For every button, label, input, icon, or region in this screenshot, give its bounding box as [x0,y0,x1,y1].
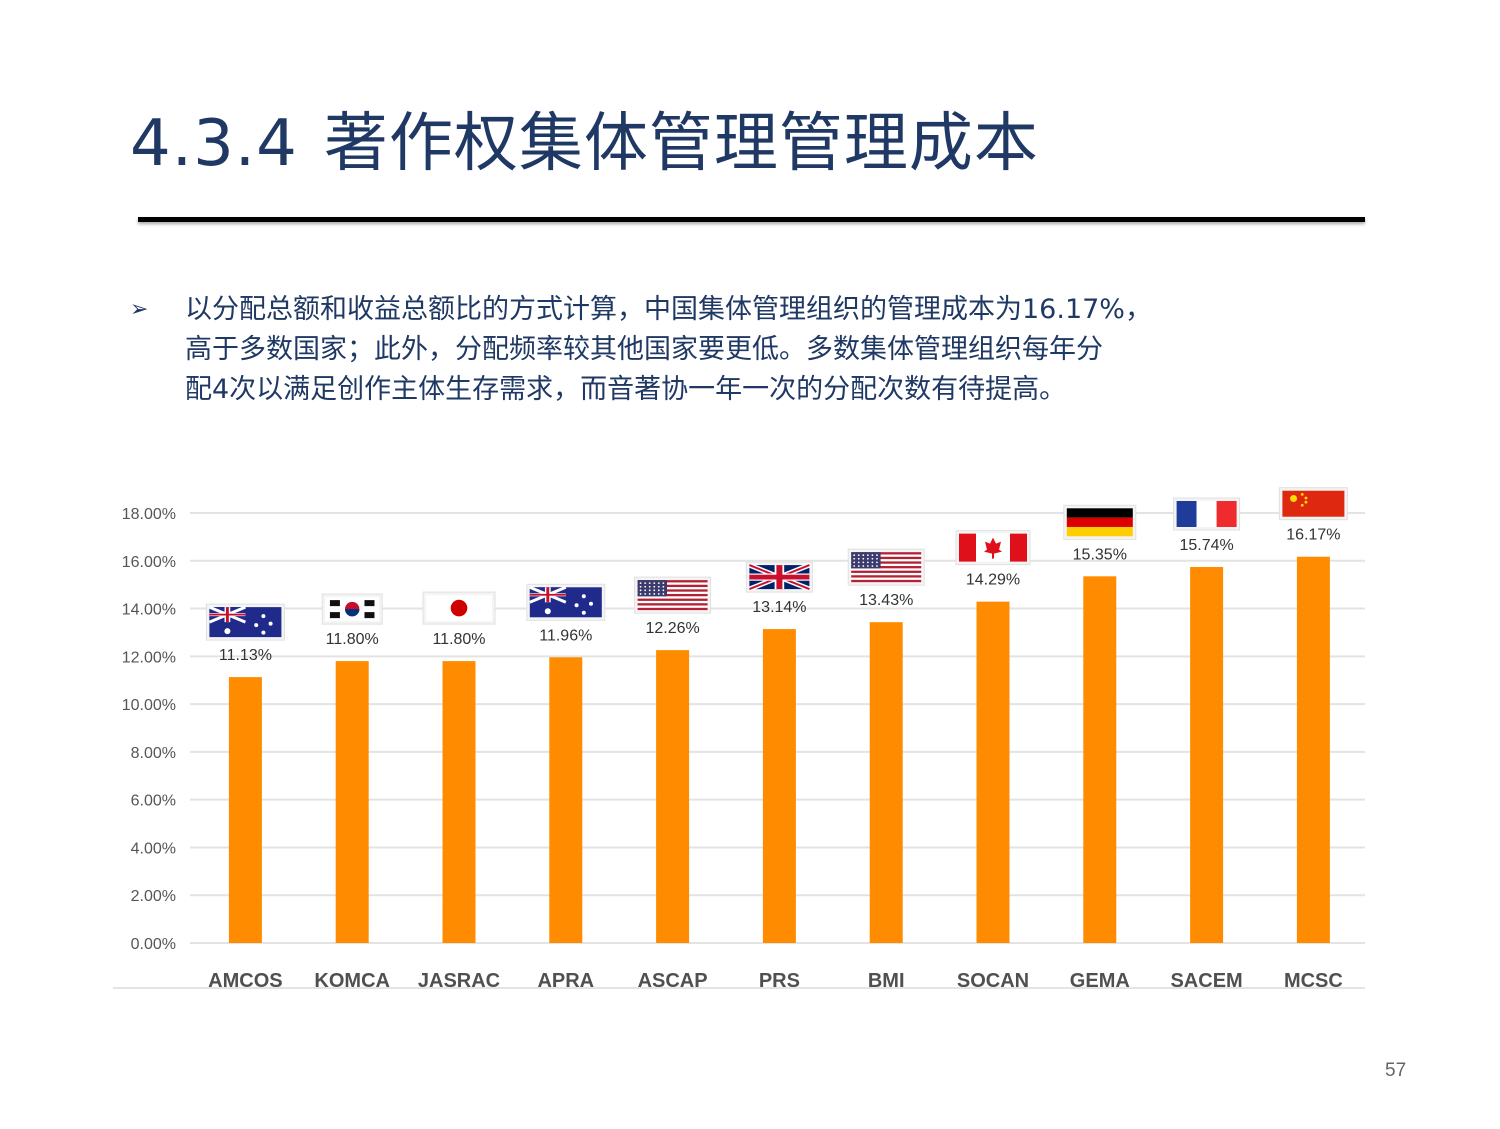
bullet-line: 以分配总额和收益总额比的方式计算，中国集体管理组织的管理成本为16.17%， [185,294,1152,325]
flag-usa-icon [847,548,925,586]
x-tick-label: GEMA [1070,970,1130,992]
bar [762,629,796,943]
title-number: 4.3.4 [130,107,298,181]
y-tick-label: 2.00% [131,888,176,905]
x-tick-label: SACEM [1170,970,1242,992]
title-divider [138,217,1365,222]
x-tick-label: ASCAP [638,970,708,992]
flag-australia-icon [526,583,606,621]
x-tick-label: SOCAN [957,970,1029,992]
x-tick-label: JASRAC [418,970,500,992]
data-label: 13.43% [859,592,913,609]
bullet-line: 配4次以满足创作主体生存需求，而音著协一年一次的分配次数有待提高。 [185,374,1067,405]
data-label: 14.29% [966,572,1020,589]
bar [442,661,476,943]
flag-canada-icon [955,530,1031,566]
flag-uk-icon [745,561,813,593]
data-label: 13.14% [752,599,806,616]
flag-japan-icon [422,591,496,625]
x-tick-label: KOMCA [314,970,390,992]
title-text: 著作权集体管理管理成本 [323,107,1039,181]
y-tick-label: 4.00% [131,840,176,857]
y-tick-label: 8.00% [131,745,176,762]
x-tick-label: MCSC [1284,970,1343,992]
y-tick-label: 18.00% [122,506,176,523]
bar [656,650,690,943]
flag-germany-icon [1063,504,1137,540]
bar [549,657,583,943]
bar [976,601,1010,943]
data-label: 15.74% [1179,537,1233,554]
data-label: 11.13% [219,647,272,664]
bar [1083,576,1117,943]
bar [228,677,262,943]
data-label: 11.80% [432,631,485,648]
x-tick-label: PRS [759,970,800,992]
x-tick-label: APRA [537,970,594,992]
flag-china-icon [1278,487,1348,521]
data-label: 11.96% [539,627,592,644]
y-tick-label: 6.00% [131,793,176,810]
page-number: 57 [1385,1060,1407,1081]
data-label: 15.35% [1073,546,1127,563]
bar [1296,556,1330,943]
x-tick-label: BMI [868,970,905,992]
bullet-text: 以分配总额和收益总额比的方式计算，中国集体管理组织的管理成本为16.17%， 高… [185,290,1365,410]
bullet-line: 高于多数国家；此外，分配频率较其他国家要更低。多数集体管理组织每年分 [185,334,1103,365]
y-tick-label: 12.00% [122,649,176,666]
data-label: 11.80% [326,631,379,648]
page-title: 4.3.4 著作权集体管理管理成本 [130,92,1039,184]
flag-south-korea-icon [321,593,383,625]
flag-australia-icon [205,603,285,641]
y-tick-label: 0.00% [131,936,176,953]
arrow-bullet-icon: ➢ [130,297,149,322]
bar [869,622,903,943]
y-tick-label: 10.00% [122,697,176,714]
bar [335,661,369,943]
y-tick-label: 14.00% [122,602,176,619]
flag-usa-icon [634,576,712,614]
y-tick-label: 16.00% [122,554,176,571]
x-tick-label: AMCOS [208,970,282,992]
data-label: 16.17% [1286,527,1340,544]
bar [1190,566,1224,943]
data-label: 12.26% [645,620,699,637]
flag-france-icon [1173,497,1241,531]
